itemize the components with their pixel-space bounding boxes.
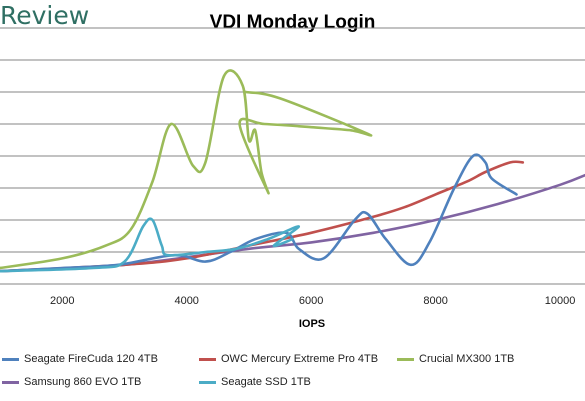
x-axis-label: IOPS bbox=[299, 318, 325, 330]
legend-swatch bbox=[199, 357, 216, 361]
legend-item: Crucial MX300 1TB bbox=[397, 353, 514, 365]
legend-label: Seagate FireCuda 120 4TB bbox=[24, 353, 158, 365]
legend-swatch bbox=[199, 380, 216, 384]
series-line-owc-mercury-extreme-pro-4tb bbox=[0, 160, 525, 273]
chart-series-group bbox=[0, 69, 585, 273]
legend-item: Seagate FireCuda 120 4TB bbox=[2, 353, 158, 365]
chart-legend: Seagate FireCuda 120 4TB OWC Mercury Extr… bbox=[0, 346, 585, 401]
legend-item: OWC Mercury Extreme Pro 4TB bbox=[199, 353, 378, 365]
x-tick-label: 4000 bbox=[174, 295, 198, 307]
series-line-crucial-mx300-1tb bbox=[0, 69, 373, 270]
legend-label: Seagate SSD 1TB bbox=[221, 376, 311, 388]
legend-item: Seagate SSD 1TB bbox=[199, 376, 311, 388]
x-tick-label: 6000 bbox=[299, 295, 323, 307]
legend-label: Crucial MX300 1TB bbox=[419, 353, 515, 365]
legend-swatch bbox=[2, 380, 19, 384]
legend-label: Samsung 860 EVO 1TB bbox=[24, 376, 142, 388]
x-tick-label: 10000 bbox=[545, 295, 576, 307]
x-axis-ticks: 2000 4000 6000 8000 10000 bbox=[50, 295, 575, 307]
legend-item: Samsung 860 EVO 1TB bbox=[2, 376, 141, 388]
series-line-seagate-ssd-1tb bbox=[0, 217, 301, 273]
logo-text: Review bbox=[0, 1, 90, 30]
legend-swatch bbox=[2, 357, 19, 361]
legend-swatch bbox=[397, 357, 414, 361]
legend-label: OWC Mercury Extreme Pro 4TB bbox=[221, 353, 379, 365]
series-line-samsung-860-evo-1tb bbox=[0, 173, 585, 273]
chart-plot: 2000 4000 6000 8000 10000 IOPS bbox=[0, 27, 585, 330]
x-tick-label: 8000 bbox=[423, 295, 447, 307]
x-tick-label: 2000 bbox=[50, 295, 74, 307]
chart-gridlines bbox=[0, 27, 585, 253]
